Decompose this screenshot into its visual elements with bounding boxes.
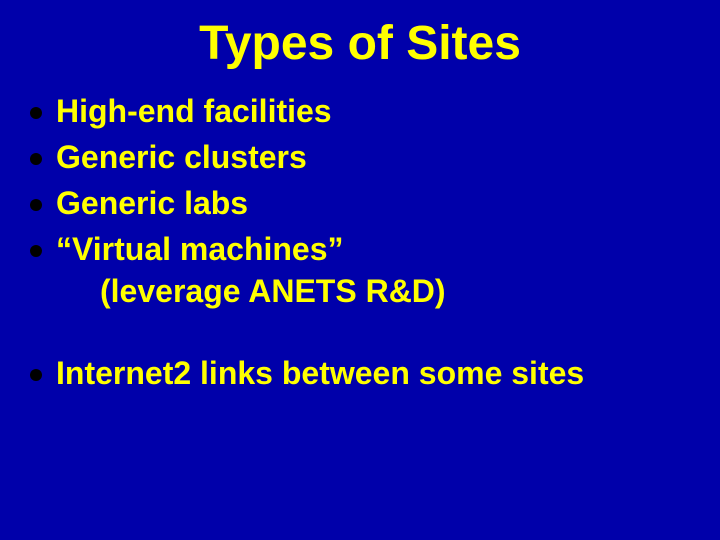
bullet-text: High-end facilities	[56, 91, 332, 131]
list-item: “Virtual machines”	[30, 229, 720, 269]
bullet-text: Generic labs	[56, 183, 248, 223]
bullet-subtext: (leverage ANETS R&D)	[100, 271, 720, 311]
bullet-text: Internet2 links between some sites	[56, 353, 584, 393]
list-item: Generic labs	[30, 183, 720, 223]
bullet-text: Generic clusters	[56, 137, 307, 177]
spacer	[30, 317, 720, 353]
list-item: Internet2 links between some sites	[30, 353, 720, 393]
bullet-dot-icon	[30, 245, 42, 257]
bullet-list: High-end facilities Generic clusters Gen…	[0, 91, 720, 393]
page-title: Types of Sites	[0, 0, 720, 91]
list-item: High-end facilities	[30, 91, 720, 131]
bullet-text: “Virtual machines”	[56, 229, 344, 269]
bullet-dot-icon	[30, 107, 42, 119]
bullet-dot-icon	[30, 153, 42, 165]
bullet-dot-icon	[30, 199, 42, 211]
bullet-dot-icon	[30, 369, 42, 381]
list-item: Generic clusters	[30, 137, 720, 177]
